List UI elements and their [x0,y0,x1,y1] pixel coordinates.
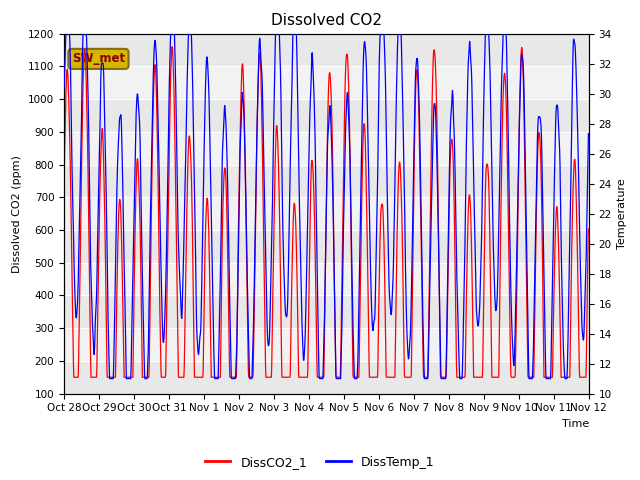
Bar [64,328,589,361]
Bar [64,263,589,295]
Bar [64,295,589,328]
Bar [64,197,589,230]
Legend: DissCO2_1, DissTemp_1: DissCO2_1, DissTemp_1 [200,451,440,474]
Bar [64,99,589,132]
Bar [64,361,589,394]
Bar [64,66,589,99]
X-axis label: Time: Time [561,419,589,429]
Title: Dissolved CO2: Dissolved CO2 [271,13,382,28]
Text: SW_met: SW_met [72,52,125,65]
Bar [64,230,589,263]
Bar [64,34,589,66]
Bar [64,165,589,197]
Y-axis label: Temperature: Temperature [618,178,627,249]
Bar [64,132,589,165]
Y-axis label: Dissolved CO2 (ppm): Dissolved CO2 (ppm) [12,155,22,273]
